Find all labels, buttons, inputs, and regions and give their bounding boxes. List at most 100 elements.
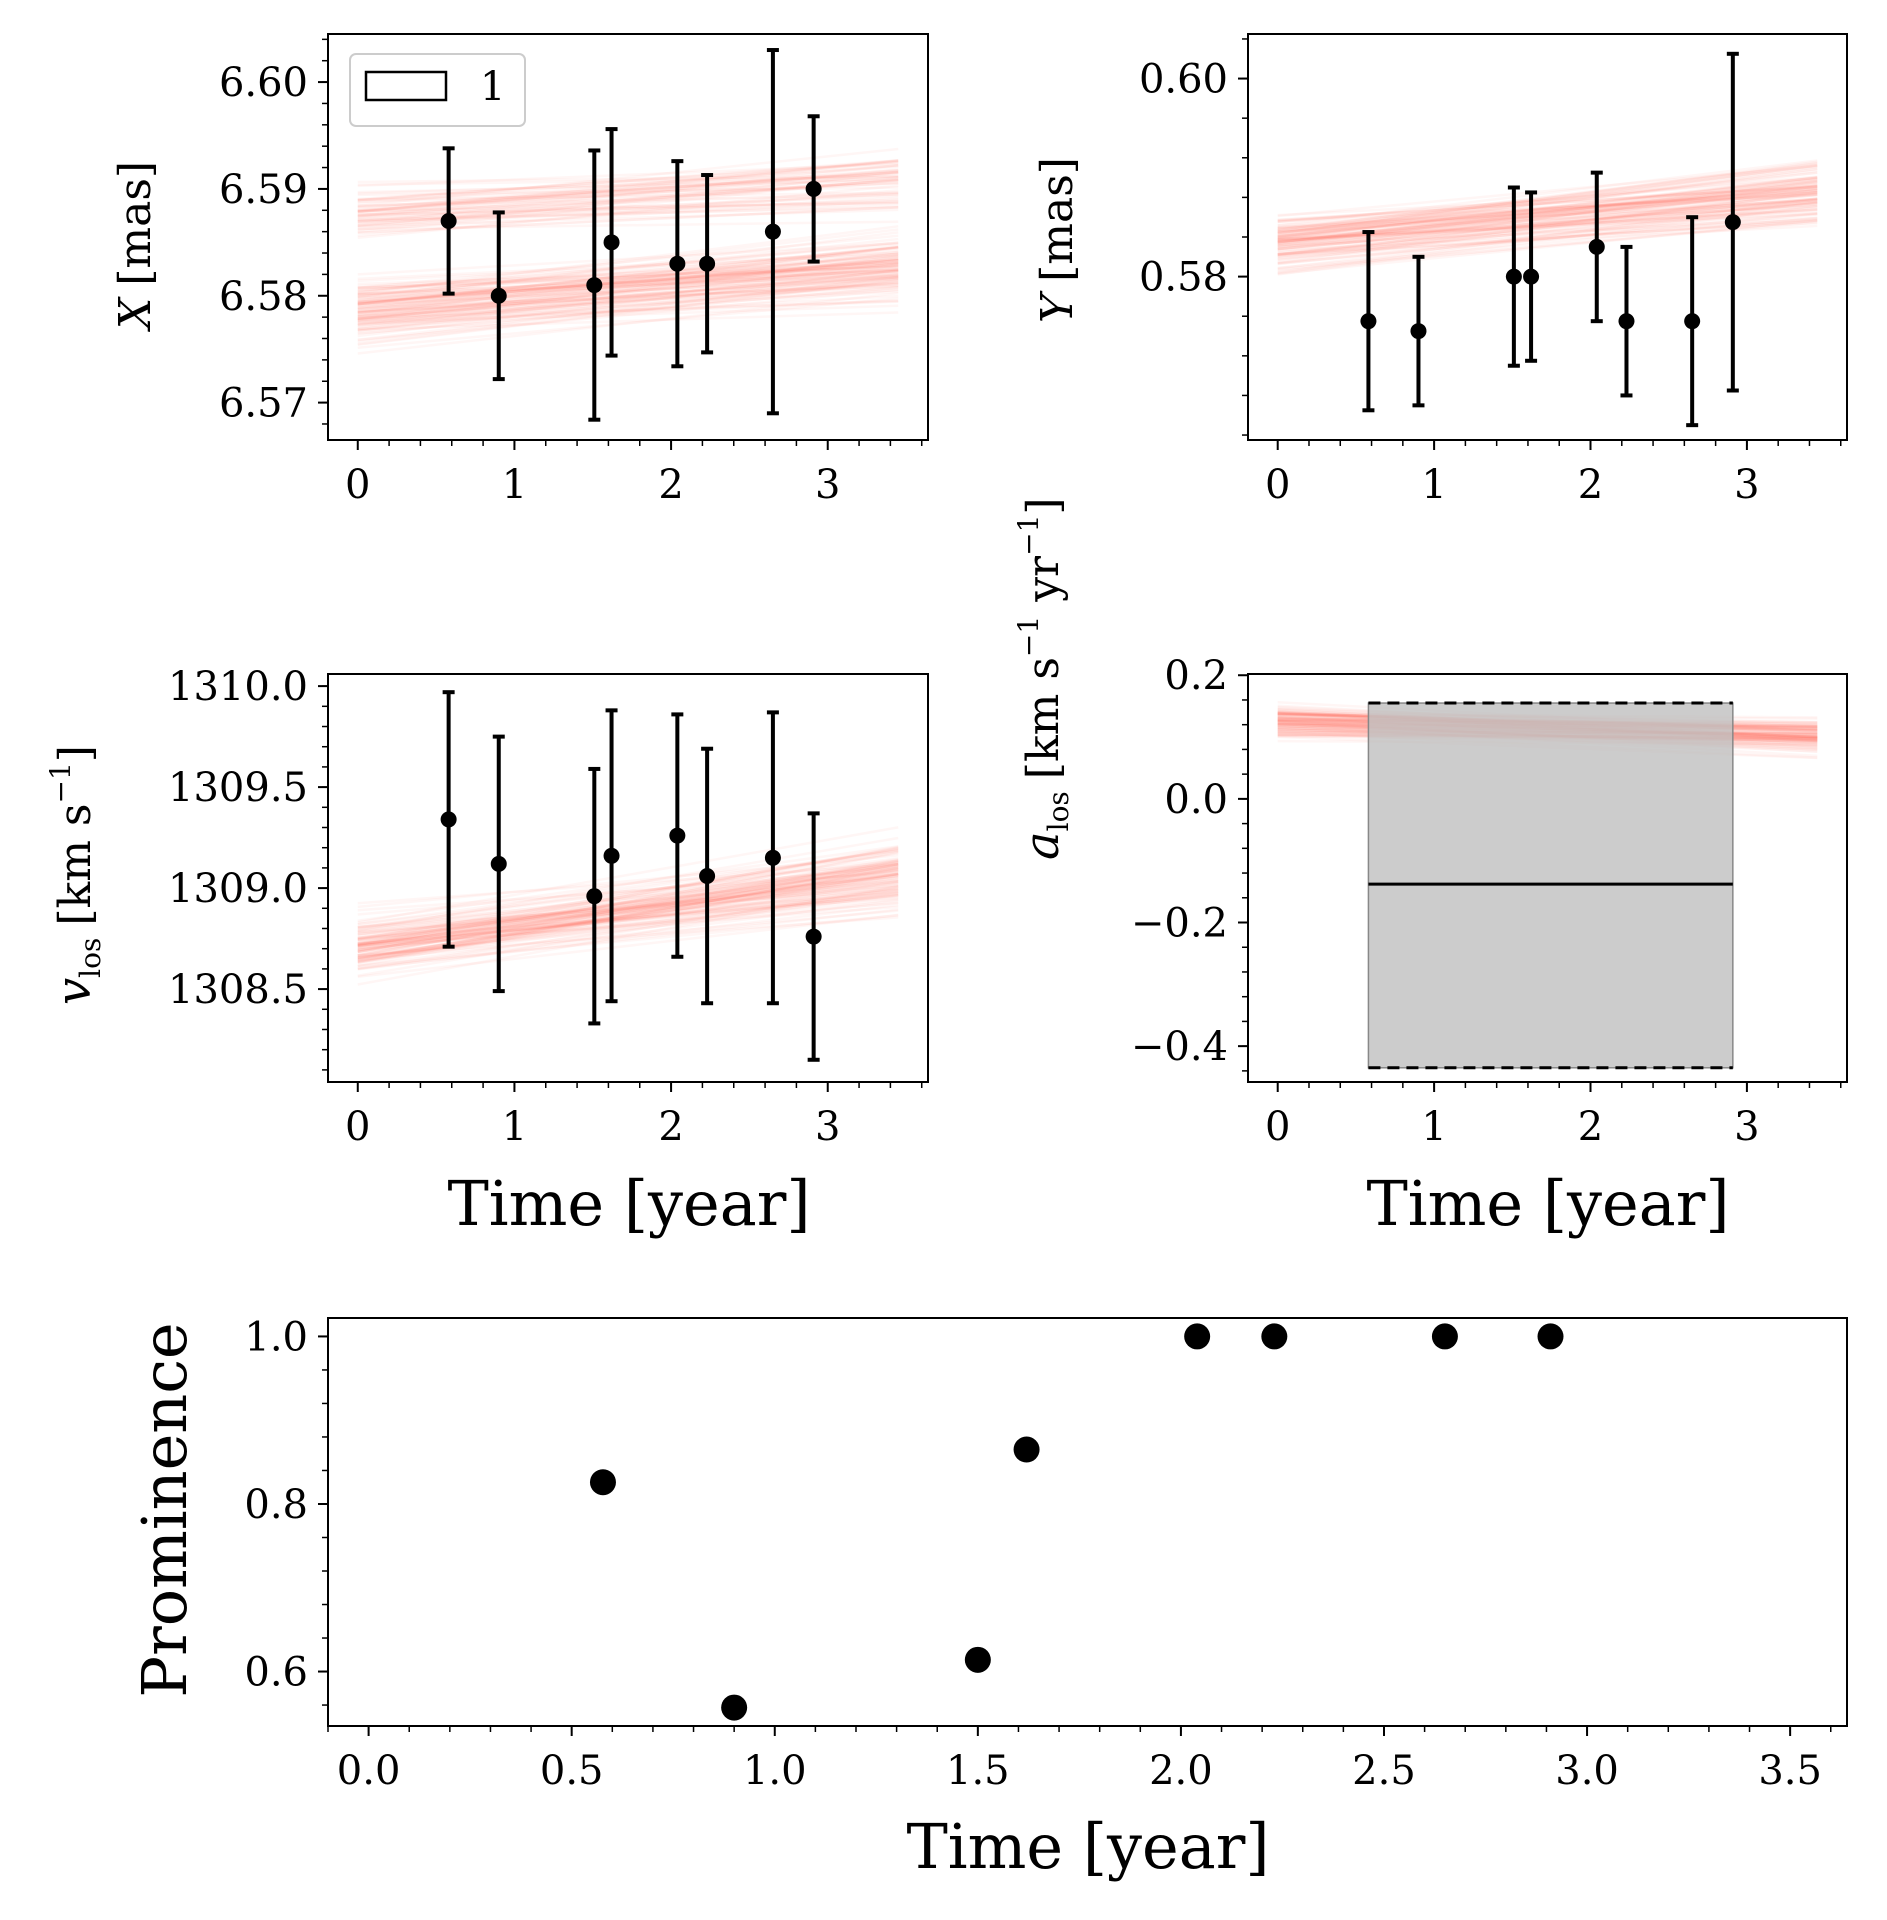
vlos-model-line	[357, 913, 899, 979]
alos-xtick-label: 2	[1578, 1104, 1603, 1150]
y-model-line	[1277, 198, 1818, 234]
prominence-clipped	[589, 1323, 1564, 1721]
y-data-point	[1618, 313, 1635, 330]
x-ylabel-unit: [mas]	[110, 161, 161, 286]
y-model-line	[1277, 193, 1818, 222]
vlos-ylabel-tail: ]	[50, 745, 101, 762]
x-ytick-label: 6.60	[219, 60, 308, 106]
x-model-line	[357, 299, 899, 323]
vlos-model-line	[357, 865, 899, 968]
vlos-model-line	[357, 887, 899, 971]
x-model-line	[357, 258, 899, 315]
y-xtick-label: 2	[1578, 462, 1603, 508]
vlos-data-point	[603, 847, 620, 864]
prominence-ytick-label: 0.6	[244, 1650, 308, 1696]
x-model-line	[357, 264, 899, 332]
x-model-line	[357, 257, 899, 313]
x-model-line	[357, 283, 899, 315]
x-model-line	[357, 246, 899, 311]
y-errorbar	[1360, 230, 1377, 413]
legend-swatch	[364, 70, 448, 102]
x-model-line	[357, 255, 899, 322]
x-model-line	[357, 297, 899, 350]
vlos-model-line	[357, 916, 899, 957]
x-model-line	[357, 290, 899, 322]
x-model-line	[357, 276, 899, 314]
vlos-errorbar	[440, 690, 457, 949]
x-model-line	[357, 253, 899, 308]
vlos-errorbar	[805, 811, 822, 1062]
prominence-xtick-label: 2.5	[1352, 1748, 1416, 1794]
y-model-line	[1277, 162, 1818, 235]
y-model-line	[1277, 191, 1818, 233]
panel-line-of-sight-velocity: 0 1 2 3 1308.5 1309.0 1309.5 1310.0 vlos [km s−1…	[44, 664, 929, 1150]
alos-ylabel-unit: [km s	[1018, 657, 1069, 779]
y-model-line	[1277, 176, 1818, 240]
alos-ytick-label: 0.0	[1164, 777, 1228, 823]
x-errorbar	[586, 148, 603, 422]
y-model-line	[1277, 184, 1818, 223]
vlos-model-line	[357, 890, 899, 964]
vlos-ylabel-unit: [km s	[50, 804, 101, 926]
vlos-xtick-label: 3	[815, 1104, 840, 1150]
y-model-line	[1277, 185, 1818, 217]
x-model-line	[357, 272, 899, 320]
x-ticks: 0 1 2 3 6.57 6.58 6.59 6.60	[219, 38, 923, 508]
x-model-line	[357, 254, 899, 327]
x-model-line	[357, 273, 899, 331]
x-model-line	[357, 262, 899, 304]
x-ytick-label: 6.58	[219, 274, 308, 320]
vlos-plot-content	[357, 690, 899, 1062]
vlos-ylabel-sub: los	[74, 938, 107, 978]
x-model-line	[357, 278, 899, 346]
vlos-errorbar	[764, 710, 781, 1006]
panel-line-of-sight-acceleration: 0 1 2 3−0.4−0.20.00.2 alos[km s−1 yr−1]	[1012, 497, 1848, 1150]
x-model-line	[357, 267, 899, 308]
x-errorbar	[440, 146, 457, 296]
vlos-errorbar	[586, 766, 603, 1026]
x-ytick-label: 6.57	[219, 381, 308, 427]
x-model-line	[357, 258, 899, 305]
x-model-line	[357, 281, 899, 314]
vlos-ytick-label: 1309.5	[168, 765, 308, 811]
y-model-line	[1277, 161, 1818, 232]
x-xtick-label: 0	[345, 462, 370, 508]
prominence-plot-content	[589, 1323, 1564, 1721]
xlabel-prominence: Time [year]	[906, 1810, 1269, 1883]
y-errorbar	[1410, 254, 1427, 408]
y-clipped	[1277, 51, 1818, 428]
prominence-ylabel: Prominence	[128, 1322, 201, 1697]
x-errorbar	[669, 159, 686, 369]
vlos-ticks: 0 1 2 3 1308.5 1309.0 1309.5 1310.0	[168, 664, 923, 1150]
x-model-line	[357, 269, 899, 326]
alos-xtick-label: 1	[1421, 1104, 1446, 1150]
x-model-line	[357, 269, 899, 311]
x-model-line	[357, 276, 899, 306]
x-errorbar	[699, 173, 716, 355]
x-model-line	[357, 286, 899, 335]
x-model-line	[357, 266, 899, 317]
y-model-line	[1277, 185, 1818, 221]
x-model-line	[357, 258, 899, 318]
x-model-line	[357, 284, 899, 310]
prominence-point	[964, 1646, 991, 1673]
vlos-data-point	[699, 867, 716, 884]
prominence-xtick-label: 2.0	[1149, 1748, 1213, 1794]
x-xtick-label: 3	[815, 462, 840, 508]
y-ytick-label: 0.60	[1139, 57, 1228, 103]
panel-y-position: 0 1 2 3 0.58 0.60 Y [mas]	[1032, 33, 1848, 508]
y-model-line	[1277, 186, 1818, 237]
vlos-ylabel-var: v	[46, 978, 102, 1005]
x-model-line	[357, 278, 899, 322]
y-model-line	[1277, 164, 1818, 233]
x-model-line	[357, 279, 899, 332]
x-model-line	[357, 286, 899, 335]
prominence-xtick-label: 1.5	[946, 1748, 1010, 1794]
y-model-line	[1277, 190, 1818, 239]
x-model-line	[357, 257, 899, 324]
prominence-point	[1261, 1323, 1288, 1350]
vlos-xtick-label: 1	[502, 1104, 527, 1150]
alos-ylabel: alos[km s−1 yr−1]	[1012, 497, 1075, 860]
vlos-data-point	[764, 849, 781, 866]
x-model-line	[357, 274, 899, 327]
